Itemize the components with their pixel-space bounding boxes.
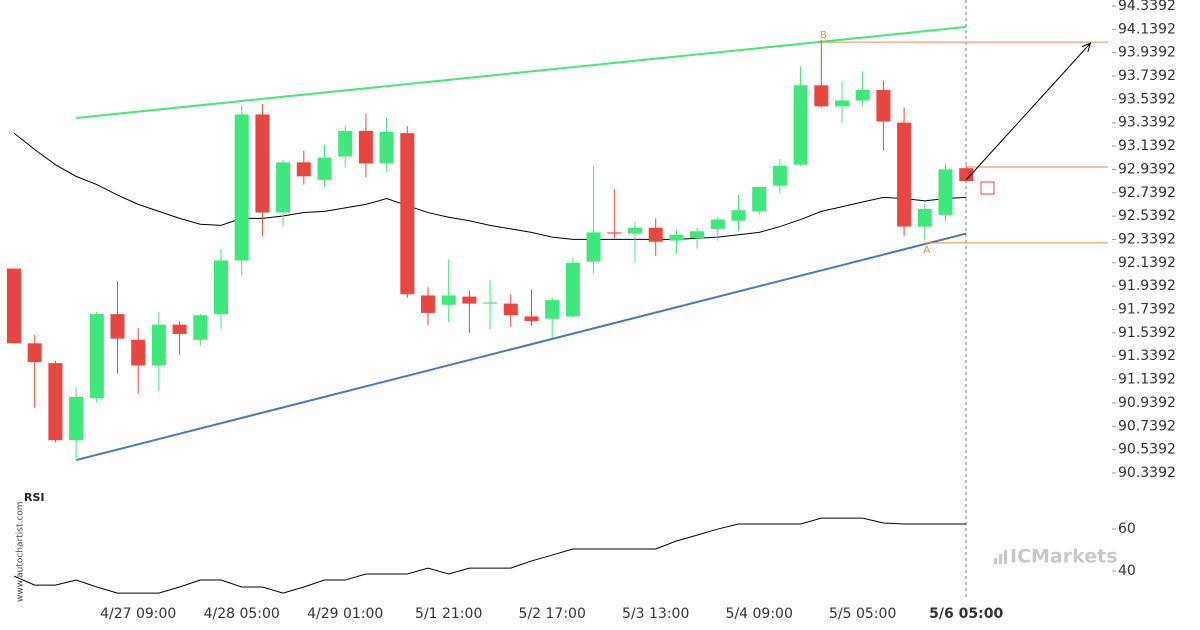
x-tick-label: 5/5 05:00 [829, 606, 896, 622]
brand-logo: ICMarkets [994, 546, 1118, 568]
candle-body [524, 316, 539, 322]
candle-body [690, 231, 705, 239]
candle-body [565, 262, 580, 317]
pattern-point-label: A [923, 245, 930, 256]
candle-body [338, 130, 353, 157]
candle-body [89, 314, 104, 399]
y-tick-label: 94.3392 [1118, 0, 1176, 14]
y-tick-label: 92.3392 [1118, 231, 1176, 247]
moving-average [13, 132, 967, 240]
candle-body [731, 210, 746, 221]
candle-body [69, 397, 84, 441]
y-tick-label: 40 [1118, 563, 1136, 579]
candle-body [400, 133, 415, 295]
y-tick-label: 90.7392 [1118, 418, 1176, 434]
candle-body [959, 168, 974, 182]
x-tick-label: 4/28 05:00 [204, 606, 280, 622]
candle-body [835, 100, 849, 107]
candle-body [441, 295, 456, 305]
y-tick-label: 90.5392 [1118, 442, 1176, 458]
candle-body [462, 296, 477, 304]
y-tick-label: 90.9392 [1118, 395, 1176, 411]
candle-body [897, 122, 912, 227]
candle-body [628, 227, 642, 234]
y-tick-label: 93.9392 [1118, 45, 1176, 61]
x-tick-label: 5/1 21:00 [415, 606, 482, 622]
candle-body [938, 169, 953, 215]
candle-body [772, 165, 787, 186]
candle-body [421, 295, 435, 313]
candle-body [110, 314, 125, 339]
candle-body [296, 162, 311, 177]
y-tick-label: 91.7392 [1118, 302, 1176, 318]
candle-body [7, 268, 21, 344]
trend-line [75, 232, 967, 462]
x-tick-label: 4/29 01:00 [307, 606, 383, 622]
forecast-arrow [965, 42, 1091, 181]
candle-body [607, 232, 622, 234]
candle-body [214, 260, 228, 315]
y-tick-label: 92.1392 [1118, 255, 1176, 271]
candle-body [855, 89, 870, 101]
x-tick-label: 5/3 13:00 [622, 606, 689, 622]
y-tick-label: 91.3392 [1118, 348, 1176, 364]
candle-body [151, 324, 166, 366]
candle-body [379, 131, 394, 164]
arrow-head [1081, 42, 1092, 53]
y-tick-label: 91.1392 [1118, 372, 1176, 388]
candle-body [48, 363, 63, 441]
y-tick-label: 92.9392 [1118, 161, 1176, 177]
y-tick-label: 60 [1118, 521, 1136, 537]
y-tick-label: 93.1392 [1118, 138, 1176, 154]
candle-body [545, 300, 560, 319]
candle-body [234, 114, 249, 261]
candle-body [876, 89, 891, 122]
candle-body [172, 324, 187, 334]
brand-text: ICMarkets [1010, 546, 1118, 568]
pending-candle [980, 181, 995, 195]
y-tick-label: 91.5392 [1118, 325, 1176, 341]
candle-body [358, 130, 373, 164]
y-tick-label: 93.3392 [1118, 115, 1176, 131]
indicator-title: RSI [24, 491, 45, 504]
y-tick-label: 91.9392 [1118, 278, 1176, 294]
y-tick-label: 93.5392 [1118, 91, 1176, 107]
x-tick-label: 5/4 09:00 [726, 606, 793, 622]
y-tick-label: 92.7392 [1118, 185, 1176, 201]
x-tick-label: 4/27 09:00 [100, 606, 176, 622]
candle-body [27, 343, 42, 362]
x-tick-label: 5/6 05:00 [929, 606, 1003, 622]
x-tick-label: 5/2 17:00 [519, 606, 586, 622]
y-tick-label: 90.3392 [1118, 465, 1176, 481]
candle-body [193, 315, 208, 340]
y-tick-label: 93.7392 [1118, 68, 1176, 84]
candle-body [276, 162, 291, 213]
y-tick-label: 94.1392 [1118, 21, 1176, 37]
candle-body [586, 232, 601, 262]
candle-body [710, 219, 725, 229]
candle-body [793, 85, 808, 165]
candle-body [814, 85, 829, 107]
trend-line [75, 25, 967, 119]
candle-body [752, 186, 767, 212]
candle-body [131, 339, 146, 366]
candle-body [669, 234, 684, 241]
y-tick-label: 92.5392 [1118, 208, 1176, 224]
candle-body [483, 302, 498, 304]
logo-bar [999, 554, 1002, 564]
logo-bar [1004, 550, 1007, 564]
candle-body [317, 157, 332, 180]
candle-body [255, 114, 270, 213]
watermark: www.autochartist.com [16, 501, 26, 602]
pattern-point-label: B [820, 30, 827, 41]
candle-body [917, 209, 932, 227]
candle-body [503, 303, 518, 316]
rsi-line [13, 517, 967, 594]
logo-bar [994, 558, 997, 564]
candle-body [648, 227, 663, 242]
